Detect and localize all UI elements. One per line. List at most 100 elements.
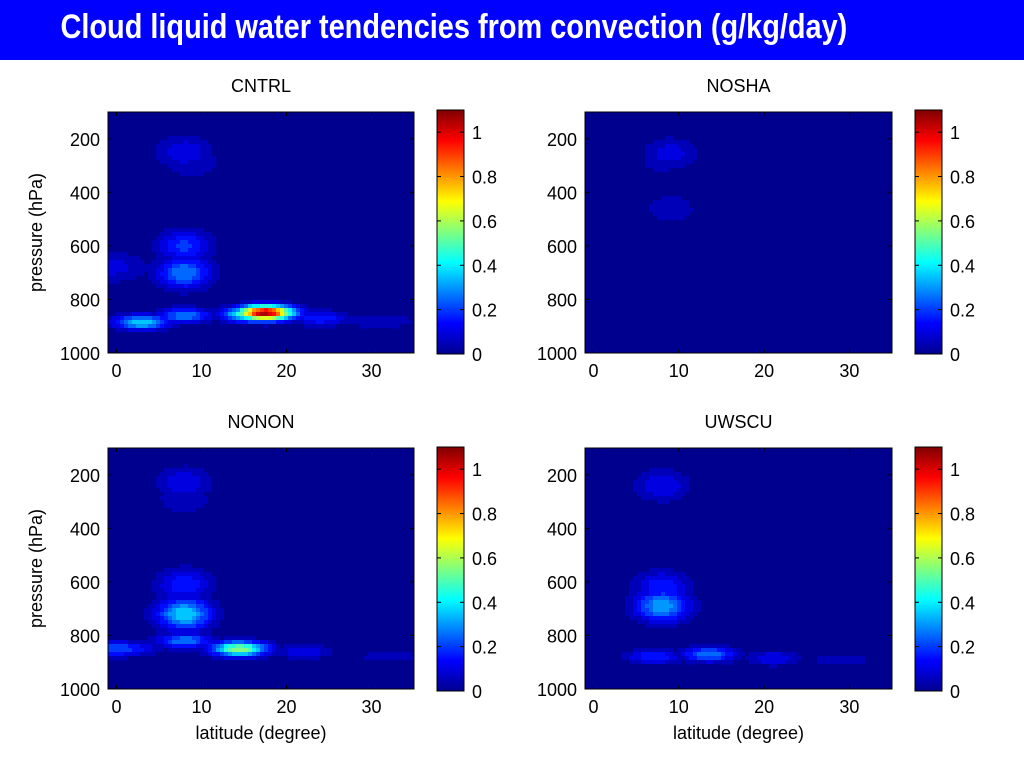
heatmap-cell <box>200 584 205 589</box>
heatmap-cell <box>156 496 161 501</box>
heatmap-cell <box>649 568 654 573</box>
heatmap-cell <box>673 612 678 617</box>
heatmap-cell <box>228 652 233 657</box>
heatmap-cell <box>709 656 714 661</box>
heatmap-cell <box>308 324 313 329</box>
heatmap-cell <box>168 500 173 505</box>
heatmap-cell <box>208 280 213 285</box>
heatmap-cell <box>108 656 113 661</box>
heatmap-cell <box>681 616 686 621</box>
heatmap-cell <box>156 596 161 601</box>
heatmap-cell <box>637 496 642 501</box>
heatmap-cell <box>240 324 245 329</box>
heatmap-cell <box>136 260 141 265</box>
heatmap-cell <box>188 324 193 329</box>
heatmap-cell <box>148 240 153 245</box>
heatmap-cell <box>673 656 678 661</box>
heatmap-cell <box>713 664 718 669</box>
y-tick-label: 600 <box>547 237 577 257</box>
heatmap-cell <box>168 592 173 597</box>
heatmap-cell <box>200 492 205 497</box>
heatmap-cell <box>212 572 217 577</box>
heatmap-cell <box>328 324 333 329</box>
heatmap-cell <box>641 656 646 661</box>
heatmap-cell <box>388 656 393 661</box>
colorbar: 00.20.40.60.81 <box>914 109 975 365</box>
heatmap-cell <box>136 640 141 645</box>
heatmap-cell <box>180 616 185 621</box>
heatmap-cell <box>168 472 173 477</box>
heatmap-cell <box>252 304 257 309</box>
heatmap-cell <box>873 660 878 665</box>
heatmap-cell <box>192 248 197 253</box>
heatmap-cell <box>693 156 698 161</box>
heatmap-cell <box>268 636 273 641</box>
heatmap-cell <box>164 492 169 497</box>
heatmap-cell <box>184 324 189 329</box>
heatmap-cell <box>172 140 177 145</box>
panel-title: NONON <box>228 412 295 432</box>
heatmap-cell <box>196 276 201 281</box>
heatmap-cell <box>172 144 177 149</box>
heatmap-cell <box>120 640 125 645</box>
heatmap-cell <box>184 636 189 641</box>
x-tick-label: 30 <box>839 697 859 717</box>
colorbar-tick-label: 1 <box>950 460 960 480</box>
heatmap-cell <box>685 572 690 577</box>
heatmap-cell <box>400 648 405 653</box>
heatmap-cell <box>168 168 173 173</box>
heatmap-cell <box>192 652 197 657</box>
heatmap-cell <box>629 596 634 601</box>
heatmap-cell <box>152 652 157 657</box>
heatmap-cell <box>681 584 686 589</box>
heatmap-cell <box>697 160 702 165</box>
heatmap-cell <box>208 584 213 589</box>
heatmap-cell <box>629 580 634 585</box>
heatmap-cell <box>661 464 666 469</box>
heatmap-cell <box>300 300 305 305</box>
heatmap-cell <box>168 644 173 649</box>
heatmap-cell <box>653 608 658 613</box>
heatmap-cell <box>645 136 650 141</box>
heatmap-cell <box>128 636 133 641</box>
heatmap-cell <box>196 260 201 265</box>
heatmap-cell <box>196 504 201 509</box>
heatmap-cell <box>184 496 189 501</box>
heatmap-cell <box>681 164 686 169</box>
heatmap-cell <box>168 612 173 617</box>
heatmap-cell <box>160 224 165 229</box>
heatmap-cell <box>176 232 181 237</box>
heatmap-cell <box>665 208 670 213</box>
heatmap-cell <box>312 320 317 325</box>
heatmap-cell <box>693 648 698 653</box>
heatmap-cell <box>168 568 173 573</box>
heatmap-cell <box>288 644 293 649</box>
heatmap-cell <box>212 164 217 169</box>
heatmap-cell <box>657 480 662 485</box>
heatmap-cell <box>168 604 173 609</box>
heatmap-cell <box>689 192 694 197</box>
heatmap-cell <box>348 656 353 661</box>
heatmap-cell <box>637 476 642 481</box>
heatmap-cell <box>304 308 309 313</box>
heatmap-cell <box>256 312 261 317</box>
x-tick-label: 20 <box>754 361 774 381</box>
heatmap-cell <box>200 264 205 269</box>
heatmap-cell <box>176 320 181 325</box>
heatmap-cell <box>212 648 217 653</box>
heatmap-cell <box>220 588 225 593</box>
heatmap-cell <box>220 168 225 173</box>
heatmap-cell <box>320 316 325 321</box>
heatmap-cell <box>212 640 217 645</box>
heatmap-cell <box>837 660 842 665</box>
heatmap-cell <box>168 480 173 485</box>
heatmap-cell <box>216 256 221 261</box>
heatmap-cell <box>272 312 277 317</box>
heatmap-cell <box>697 652 702 657</box>
heatmap-cell <box>224 244 229 249</box>
heatmap-cell <box>372 328 377 333</box>
heatmap-cell <box>220 620 225 625</box>
heatmap-cell <box>633 492 638 497</box>
x-tick-label: 10 <box>669 697 689 717</box>
heatmap-cell <box>192 484 197 489</box>
